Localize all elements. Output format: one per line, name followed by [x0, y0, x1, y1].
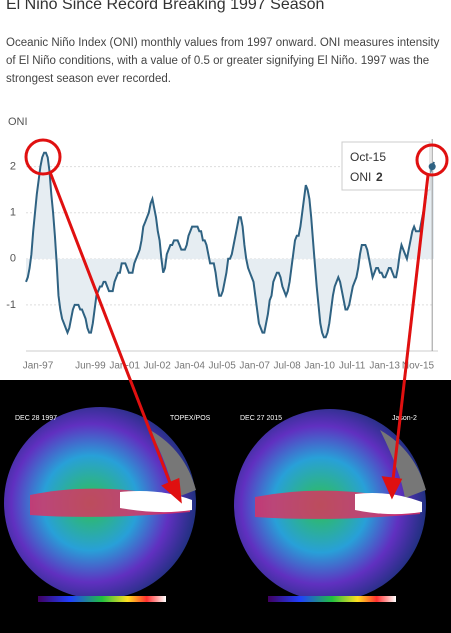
y-tick-label: 1 — [10, 207, 16, 219]
header: El Niño Since Record Breaking 1997 Seaso… — [6, 0, 446, 88]
area — [26, 152, 434, 338]
x-tick-label: Jul-02 — [144, 361, 172, 372]
y-tick-label: 0 — [10, 253, 16, 265]
line — [25, 151, 435, 339]
tooltip-marker — [428, 163, 436, 171]
description: Oceanic Niño Index (ONI) monthly values … — [6, 37, 440, 85]
x-tick-label: Nov-15 — [402, 361, 435, 372]
y-tick-label: 2 — [10, 161, 16, 173]
x-tick-label: Jun-99 — [75, 361, 106, 372]
colorbar — [38, 596, 166, 602]
globe — [234, 409, 426, 601]
x-tick-label: Jan-97 — [23, 361, 54, 372]
title: El Niño Since Record Breaking 1997 Seaso… — [6, 0, 325, 13]
image-date: DEC 28 1997 — [15, 415, 57, 422]
x-tick-label: Jan-07 — [239, 361, 270, 372]
y-axis-label: ONI — [8, 116, 28, 128]
image-source: Jason-2 — [392, 415, 417, 422]
tooltip-series: ONI — [350, 170, 371, 184]
globe — [4, 407, 196, 599]
x-tick-label: Jul-05 — [209, 361, 237, 372]
x-tick-label: Jul-11 — [339, 361, 366, 372]
y-tick-label: -1 — [6, 299, 16, 311]
x-tick-label: Jan-04 — [174, 361, 205, 372]
colorbar — [268, 596, 396, 602]
image-date: DEC 27 2015 — [240, 415, 282, 422]
tooltip-category: Oct-15 — [350, 150, 386, 164]
x-tick-label: Jan-13 — [369, 361, 400, 372]
x-tick-label: Jul-08 — [274, 361, 302, 372]
image-source: TOPEX/POS — [170, 415, 211, 422]
x-tick-label: Jan-10 — [304, 361, 335, 372]
annotation-arrows — [24, 138, 449, 504]
tooltip-value: 2 — [376, 170, 383, 184]
